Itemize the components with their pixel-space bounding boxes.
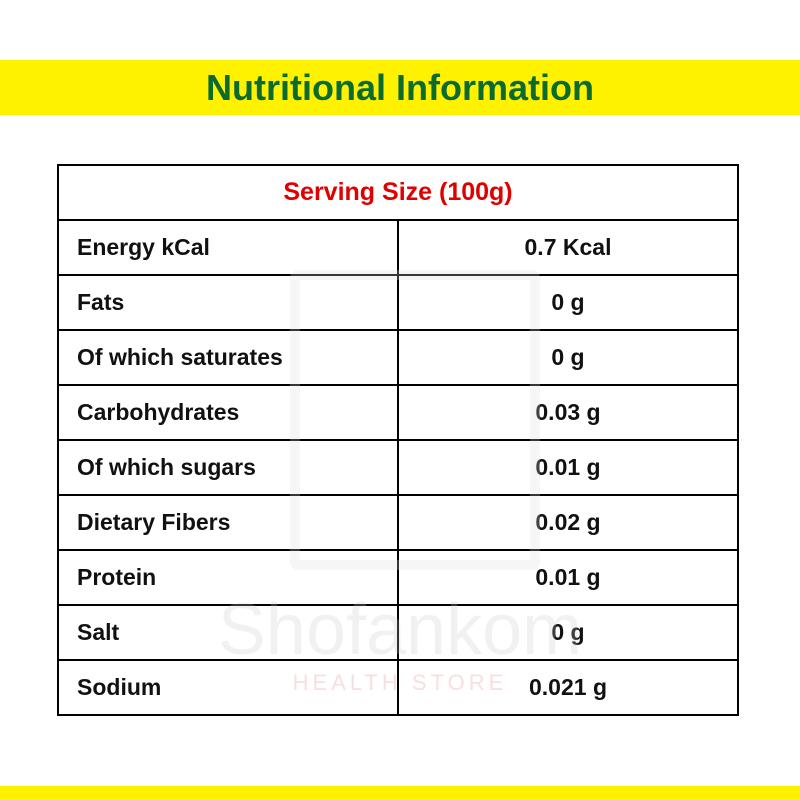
- nutrient-name: Protein: [57, 549, 399, 606]
- table-row: Salt 0 g: [57, 604, 739, 661]
- page-title: Nutritional Information: [206, 67, 594, 108]
- nutrient-name: Of which sugars: [57, 439, 399, 496]
- serving-size: Serving Size (100g): [57, 164, 739, 221]
- nutrient-name: Dietary Fibers: [57, 494, 399, 551]
- nutrition-table: Serving Size (100g) Energy kCal 0.7 Kcal F…: [57, 164, 739, 716]
- nutrient-amount: 0.03 g: [397, 384, 739, 441]
- nutrient-amount: 0.021 g: [397, 659, 739, 716]
- nutrient-name: Salt: [57, 604, 399, 661]
- bottom-band: [0, 786, 800, 800]
- nutrient-amount: 0.01 g: [397, 439, 739, 496]
- table-row: Of which saturates 0 g: [57, 329, 739, 386]
- nutrient-name: Sodium: [57, 659, 399, 716]
- nutrient-name: Fats: [57, 274, 399, 331]
- title-band: [0, 60, 800, 115]
- table-row: Of which sugars 0.01 g: [57, 439, 739, 496]
- nutrient-name: Carbohydrates: [57, 384, 399, 441]
- table-row: Carbohydrates 0.03 g: [57, 384, 739, 441]
- table-row: Protein 0.01 g: [57, 549, 739, 606]
- nutrient-name: Energy kCal: [57, 219, 399, 276]
- nutrient-amount: 0.01 g: [397, 549, 739, 606]
- table-row: Energy kCal 0.7 Kcal: [57, 219, 739, 276]
- nutrient-amount: 0.02 g: [397, 494, 739, 551]
- nutrient-amount: 0 g: [397, 329, 739, 386]
- nutrient-name: Of which saturates: [57, 329, 399, 386]
- table-row: Fats 0 g: [57, 274, 739, 331]
- nutrient-amount: 0 g: [397, 604, 739, 661]
- nutrient-amount: 0.7 Kcal: [397, 219, 739, 276]
- table-row: Dietary Fibers 0.02 g: [57, 494, 739, 551]
- table-row: Sodium 0.021 g: [57, 659, 739, 716]
- nutrient-amount: 0 g: [397, 274, 739, 331]
